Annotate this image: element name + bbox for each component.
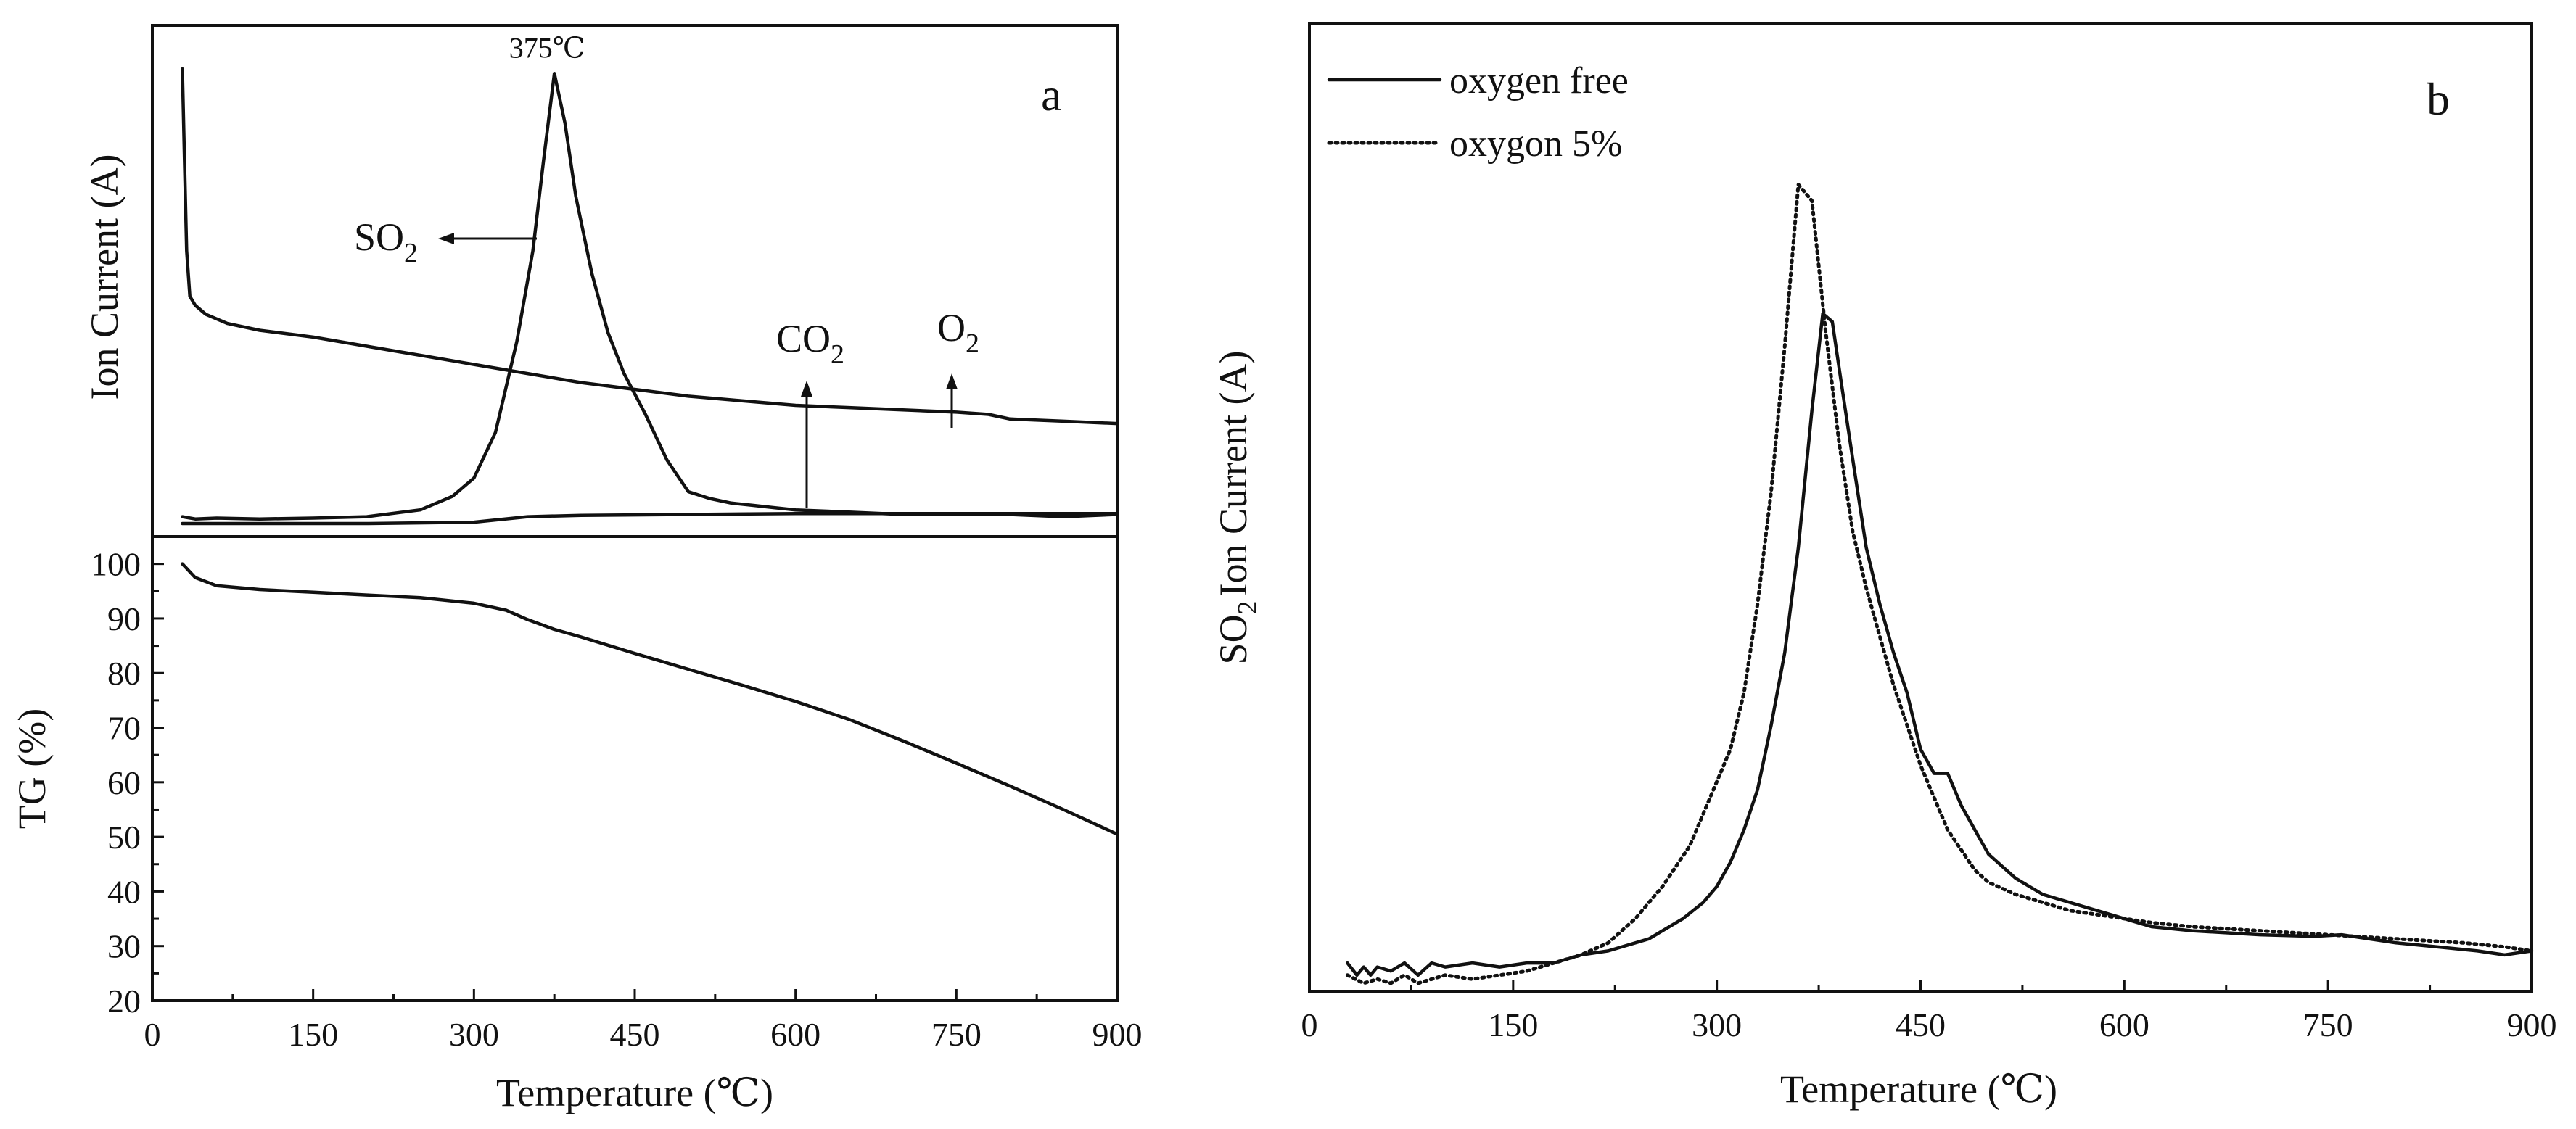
panel-b-letter: b — [2427, 73, 2450, 125]
y-tick-label-70: 70 — [107, 710, 141, 747]
legend-label-oxygen-5: oxygon 5% — [1449, 123, 1622, 165]
x-tick-label-0: 0 — [144, 1016, 161, 1053]
series-line-tg — [181, 562, 1119, 836]
o2-annotation: O2 — [937, 306, 979, 359]
so2-annotation: SO2 — [354, 215, 418, 268]
x-tick-label-750: 750 — [2303, 1006, 2353, 1043]
y-tick-label-90: 90 — [107, 600, 141, 637]
x-tick-label-450: 450 — [1896, 1006, 1946, 1043]
x-tick-label-900: 900 — [2507, 1006, 2557, 1043]
series-line-oxygon-5 — [1345, 183, 2534, 985]
series-line-o2 — [181, 511, 1119, 526]
x-tick-label-750: 750 — [931, 1016, 982, 1053]
panel-b-x-axis-title: Temperature (℃) — [1780, 1067, 2057, 1111]
x-tick-label-600: 600 — [770, 1016, 820, 1053]
panel-a-x-axis-title: Temperature (℃) — [496, 1071, 773, 1114]
x-tick-label-150: 150 — [288, 1016, 338, 1053]
ion-current-annotations: 375℃ SO2 CO2 O2 — [354, 31, 979, 508]
series-line-co2 — [181, 67, 1119, 426]
so2-annotation-arrow-head — [438, 233, 454, 244]
y-tick-label-50: 50 — [107, 819, 141, 856]
legend-label-oxygen-free: oxygen free — [1449, 60, 1629, 102]
x-tick-label-0: 0 — [1301, 1006, 1318, 1043]
panel-b-y-axis-title: SO2Ion Current (A) — [1211, 351, 1263, 665]
series-line-oxygen-free — [1346, 312, 2534, 977]
ion-current-plot-frame — [151, 24, 1119, 538]
x-tick-label-450: 450 — [610, 1016, 660, 1053]
tg-y-ticks: 20 30 40 50 60 70 80 90 100 — [91, 546, 164, 1020]
so2-series-group — [1345, 183, 2534, 985]
co2-annotation: CO2 — [776, 317, 844, 370]
so2-plot-frame — [1308, 22, 2533, 993]
y-tick-label-60: 60 — [107, 764, 141, 801]
co2-annotation-arrow-head — [801, 381, 812, 397]
tg-series-group — [181, 562, 1119, 836]
tg-x-ticks: 0 150 300 450 600 750 900 — [144, 989, 1143, 1053]
tg-y-axis-title: TG (%) — [10, 708, 54, 829]
panel-a-letter: a — [1041, 69, 1061, 120]
o2-annotation-arrow-head — [946, 373, 958, 389]
ion-current-y-axis-title: Ion Current (A) — [83, 154, 126, 400]
y-tick-label-80: 80 — [107, 655, 141, 692]
y-tick-label-20: 20 — [107, 983, 141, 1020]
x-tick-label-300: 300 — [1692, 1006, 1742, 1043]
panel-b: 0 150 300 450 600 750 900 oxygen free oxygon 5… — [1211, 22, 2557, 1111]
y-tick-label-30: 30 — [107, 928, 141, 965]
ion-current-series-group — [181, 67, 1119, 526]
y-tick-label-100: 100 — [91, 546, 141, 583]
x-tick-label-600: 600 — [2099, 1006, 2149, 1043]
so2-x-ticks: 0 150 300 450 600 750 900 — [1301, 980, 2557, 1043]
series-line-so2 — [181, 72, 1119, 521]
x-tick-label-150: 150 — [1488, 1006, 1538, 1043]
y-tick-label-40: 40 — [107, 873, 141, 910]
legend: oxygen free oxygon 5% — [1327, 60, 1629, 165]
x-tick-label-300: 300 — [449, 1016, 499, 1053]
x-tick-label-900: 900 — [1092, 1016, 1143, 1053]
panel-a: 0 150 300 450 600 750 900 2030405060708090100 … — [10, 24, 1143, 1114]
peak-temperature-label: 375℃ — [509, 31, 585, 64]
